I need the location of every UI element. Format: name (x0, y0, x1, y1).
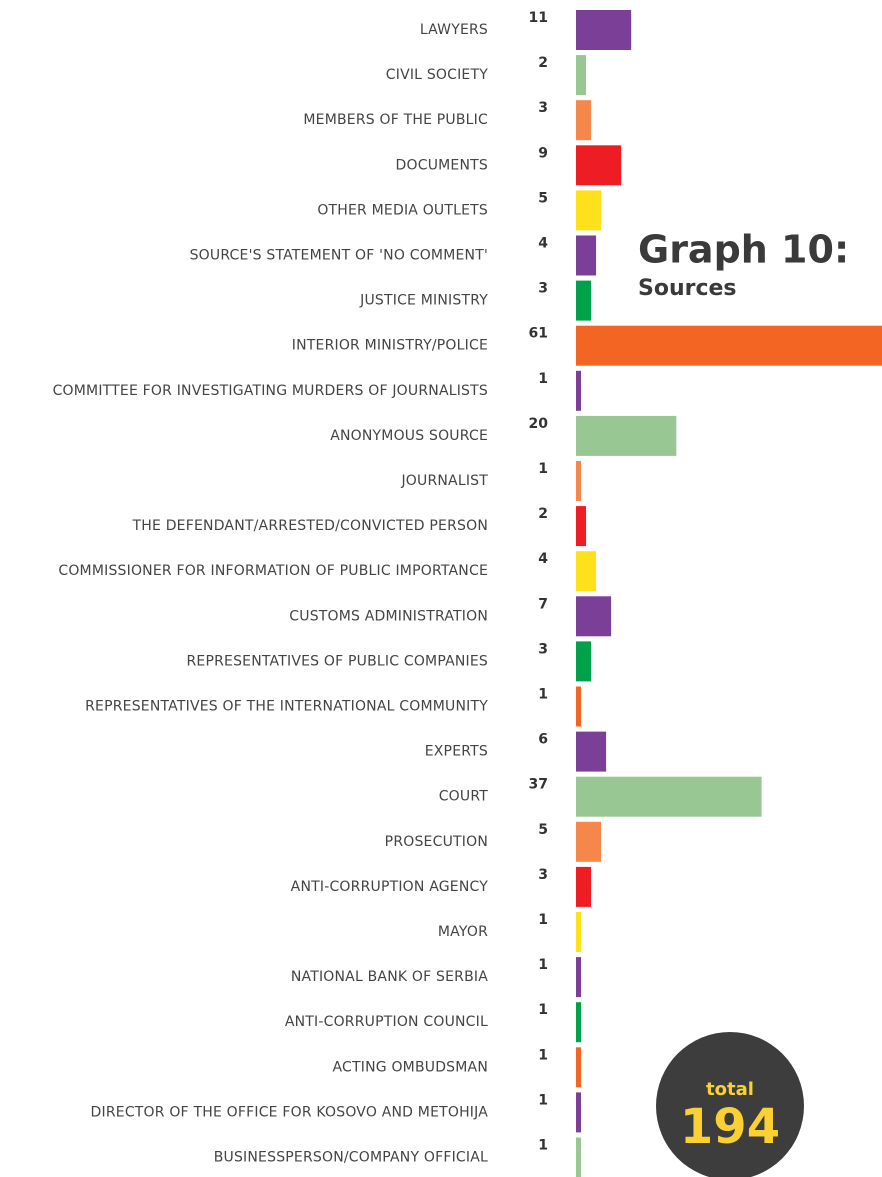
bar (576, 370, 582, 411)
value-label: 20 (529, 416, 549, 432)
category-label: COURT (439, 789, 489, 805)
bar (576, 55, 587, 96)
total-label: total (706, 1079, 754, 1100)
bar (576, 235, 597, 276)
value-label: 1 (538, 957, 548, 973)
category-label: INTERIOR MINISTRY/POLICE (292, 338, 488, 354)
bar (576, 551, 597, 592)
bar (576, 506, 587, 547)
value-label: 1 (538, 1002, 548, 1018)
value-label: 6 (538, 732, 548, 748)
value-label: 3 (538, 100, 548, 116)
chart-subtitle: Sources (638, 276, 737, 301)
total-badge (656, 1032, 804, 1177)
bar (576, 325, 882, 366)
value-label: 1 (538, 1092, 548, 1108)
category-label: ANTI-CORRUPTION COUNCIL (285, 1014, 488, 1030)
bar (576, 1137, 582, 1177)
value-label: 5 (538, 190, 548, 206)
category-label: CIVIL SOCIETY (386, 67, 488, 83)
value-label: 2 (538, 55, 548, 71)
category-label: CUSTOMS ADMINISTRATION (289, 608, 488, 624)
bar (576, 731, 607, 772)
value-label: 5 (538, 822, 548, 838)
value-label: 11 (529, 10, 548, 26)
value-label: 61 (529, 326, 548, 342)
total-value: 194 (680, 1099, 780, 1155)
value-label: 3 (538, 867, 548, 883)
value-label: 4 (538, 236, 548, 252)
category-label: MEMBERS OF THE PUBLIC (303, 112, 488, 128)
chart-title: Graph 10: (638, 228, 849, 272)
value-label: 7 (538, 596, 548, 612)
category-label: REPRESENTATIVES OF PUBLIC COMPANIES (187, 653, 489, 669)
value-label: 37 (529, 777, 548, 793)
value-label: 1 (538, 371, 548, 387)
value-label: 2 (538, 506, 548, 522)
bar (576, 821, 602, 862)
value-label: 9 (538, 145, 548, 161)
value-label: 1 (538, 461, 548, 477)
value-label: 1 (538, 687, 548, 703)
value-label: 4 (538, 551, 548, 567)
category-label: EXPERTS (425, 744, 488, 760)
category-label: JUSTICE MINISTRY (359, 293, 488, 309)
bar (576, 866, 592, 907)
category-label: LAWYERS (420, 22, 488, 38)
category-label: ANONYMOUS SOURCE (330, 428, 488, 444)
bar (576, 461, 582, 501)
category-label: DOCUMENTS (396, 157, 488, 173)
value-label: 1 (538, 1047, 548, 1063)
category-label: THE DEFENDANT/ARRESTED/CONVICTED PERSON (132, 518, 488, 534)
bar (576, 776, 762, 817)
category-label: OTHER MEDIA OUTLETS (317, 202, 488, 218)
bar (576, 686, 582, 727)
bar (576, 1047, 582, 1088)
category-label: ACTING OMBUDSMAN (332, 1059, 488, 1075)
category-label: DIRECTOR OF THE OFFICE FOR KOSOVO AND ME… (91, 1104, 489, 1120)
category-label: NATIONAL BANK OF SERBIA (291, 969, 488, 985)
bar (576, 280, 592, 321)
category-label: COMMITTEE FOR INVESTIGATING MURDERS OF J… (53, 383, 488, 399)
category-label: JOURNALIST (400, 473, 488, 489)
value-label: 3 (538, 641, 548, 657)
bar (576, 100, 592, 141)
bar (576, 415, 677, 456)
bar (576, 145, 622, 186)
bar (576, 596, 612, 637)
value-label: 1 (538, 912, 548, 928)
category-label: REPRESENTATIVES OF THE INTERNATIONAL COM… (85, 699, 488, 715)
category-label: BUSINESSPERSON/COMPANY OFFICIAL (214, 1150, 488, 1166)
bar (576, 912, 582, 952)
value-label: 3 (538, 281, 548, 297)
value-label: 1 (538, 1138, 548, 1154)
bar (576, 10, 632, 50)
category-label: MAYOR (438, 924, 488, 940)
bar (576, 957, 582, 998)
bar (576, 190, 602, 231)
category-label: PROSECUTION (385, 834, 488, 850)
bar (576, 1002, 582, 1043)
category-label: ANTI-CORRUPTION AGENCY (291, 879, 489, 895)
category-label: COMMISSIONER FOR INFORMATION OF PUBLIC I… (58, 563, 488, 579)
bar (576, 641, 592, 682)
bar (576, 1092, 582, 1133)
category-label: SOURCE'S STATEMENT OF 'NO COMMENT' (190, 248, 488, 264)
